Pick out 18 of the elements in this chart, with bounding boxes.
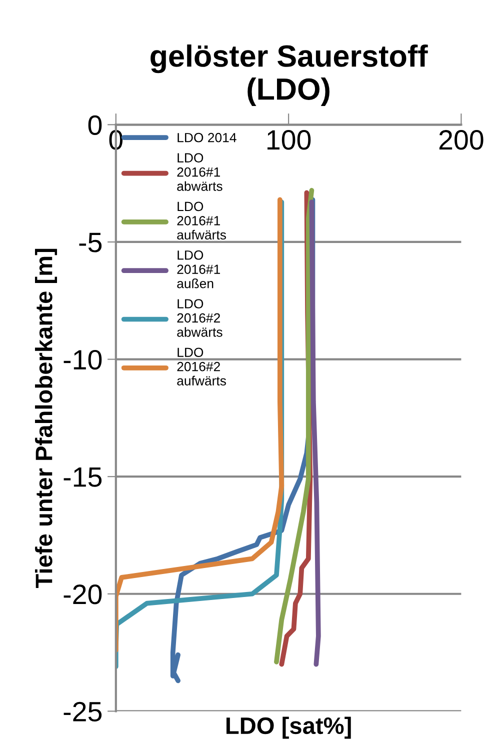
y-tick-label: -15 — [64, 468, 102, 487]
x-axis-title: LDO [sat%] — [226, 716, 351, 739]
legend-label: LDO 2016#2 aufwärts — [177, 348, 226, 386]
y-tick-label: -25 — [64, 702, 102, 722]
chart-title: gelöster Sauerstoff (LDO) — [150, 44, 428, 106]
y-tick-label: -5 — [79, 232, 102, 252]
legend-label: LDO 2016#1 außen — [177, 250, 220, 288]
legend-label: LDO 2014 — [178, 132, 236, 142]
legend-label: LDO 2016#1 aufwärts — [177, 202, 226, 240]
legend-label: LDO 2016#1 abwärts — [177, 153, 222, 191]
y-tick-label: 0 — [88, 115, 102, 136]
y-tick-label: -20 — [64, 584, 102, 604]
y-tick-label: -10 — [64, 350, 102, 370]
x-tick-label: 200 — [439, 130, 484, 150]
legend-label: LDO 2016#2 abwärts — [177, 299, 222, 337]
y-axis-title: Tiefe unter Pfahloberkante [m] — [35, 248, 58, 588]
line-series — [309, 200, 321, 667]
x-tick-label: 100 — [267, 130, 311, 150]
